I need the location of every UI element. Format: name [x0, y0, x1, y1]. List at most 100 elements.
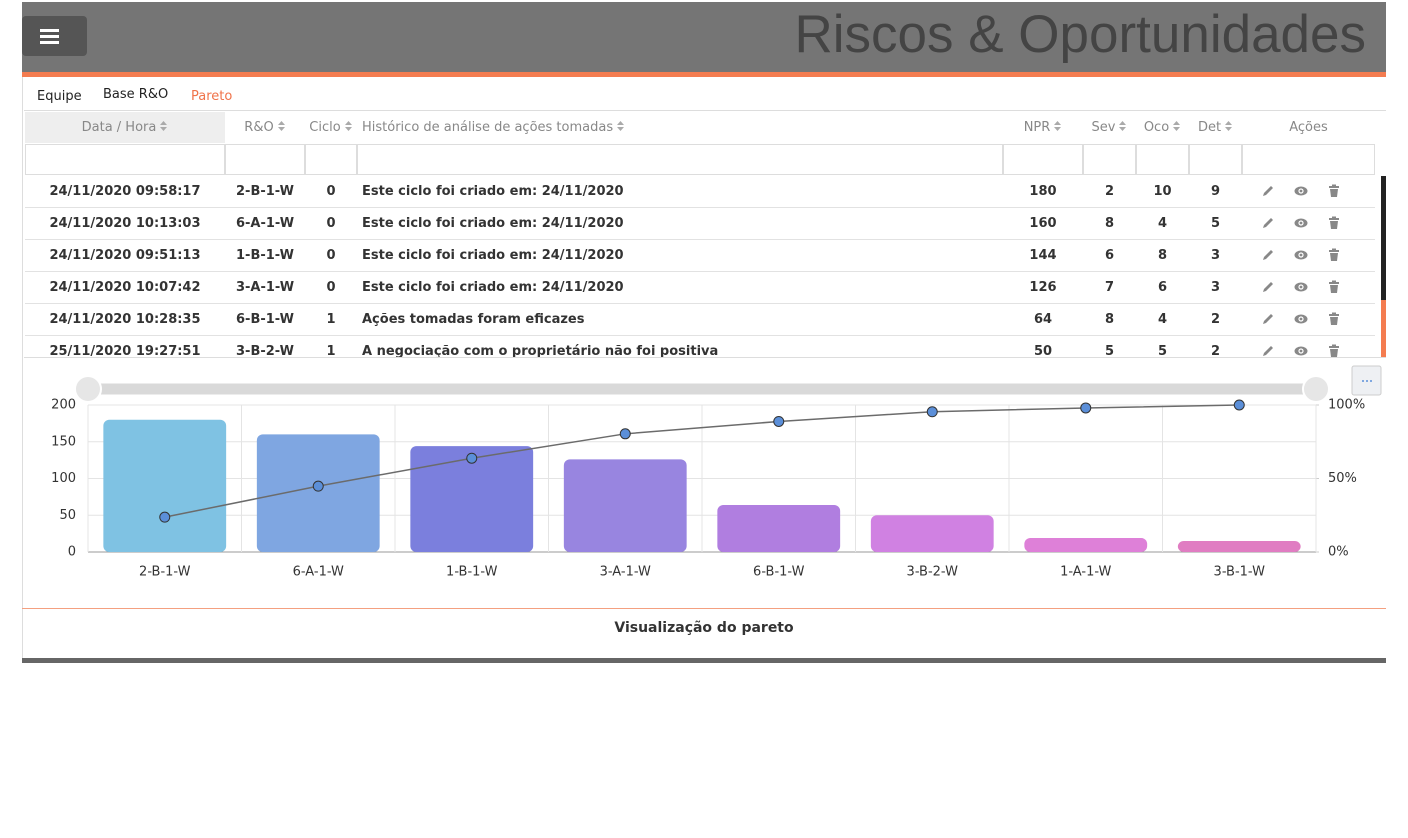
scrollbar-track: [1381, 300, 1386, 357]
table-cell: 4: [1157, 312, 1168, 327]
table-cell: 50: [1033, 344, 1053, 357]
view-button[interactable]: [1294, 216, 1308, 230]
table-cell: 2-B-1-W: [236, 184, 294, 199]
column-header[interactable]: Data / Hora: [25, 112, 225, 143]
table-cell: 180: [1029, 184, 1057, 199]
pareto-chart: 0 50 100 150 200 0% 50% 100% 2-B-1-W 6-A-1-W 1-B-1…: [51, 365, 1382, 580]
sort-icon[interactable]: [159, 120, 168, 132]
delete-button[interactable]: [1327, 248, 1341, 262]
x-tick-label: 3-B-2-W: [907, 565, 959, 580]
filter-input[interactable]: [1242, 144, 1375, 175]
edit-button[interactable]: [1261, 248, 1275, 262]
column-title: Data / Hora: [81, 120, 157, 135]
table-row: 24/11/2020 10:28:35 6-B-1-W 1 Ações tomadas…: [25, 304, 1375, 336]
table-cell: 3: [1210, 280, 1221, 295]
divider: [22, 608, 1386, 609]
sort-icon[interactable]: [1053, 120, 1062, 132]
filter-input[interactable]: [1189, 144, 1242, 175]
x-tick-label: 1-B-1-W: [446, 565, 498, 580]
view-button[interactable]: [1294, 248, 1308, 262]
column-header[interactable]: Sev: [1083, 112, 1136, 143]
menu-icon: [40, 29, 59, 44]
filter-input[interactable]: [25, 144, 225, 175]
delete-button[interactable]: [1327, 216, 1341, 230]
view-button[interactable]: [1294, 184, 1308, 198]
column-header: Ações: [1242, 112, 1375, 143]
table-cell: 0: [326, 216, 336, 231]
sort-icon[interactable]: [344, 120, 353, 132]
filter-input[interactable]: [1136, 144, 1189, 175]
sort-icon[interactable]: [616, 120, 625, 132]
edit-button[interactable]: [1261, 344, 1275, 357]
tab[interactable]: Base R&O: [103, 87, 169, 102]
column-header[interactable]: Det: [1189, 112, 1242, 143]
sort-icon[interactable]: [277, 120, 286, 132]
panel-bottom: [22, 658, 1386, 663]
table-cell: 3: [1210, 248, 1221, 263]
delete-button[interactable]: [1327, 312, 1341, 326]
view-button[interactable]: [1294, 344, 1308, 357]
table-cell: 6: [1104, 248, 1115, 263]
table-cell: 64: [1033, 312, 1053, 327]
edit-button[interactable]: [1261, 312, 1275, 326]
slider-handle: [74, 375, 102, 403]
table-cell: 3-A-1-W: [235, 280, 295, 295]
column-title: R&O: [244, 120, 274, 135]
table-cell: 6: [1157, 280, 1168, 295]
delete-button[interactable]: [1327, 184, 1341, 198]
table-cell: 6-B-1-W: [236, 312, 294, 327]
cumulative-line: [164, 404, 1240, 518]
y-tick-label: 50: [59, 508, 76, 523]
column-title: Ações: [1289, 120, 1328, 135]
column-header[interactable]: R&O: [225, 112, 305, 143]
table-row: 24/11/2020 09:58:17 2-B-1-W 0 Este ciclo fo…: [25, 176, 1375, 208]
header-accent: [22, 72, 1386, 77]
bar: [870, 515, 994, 552]
edit-button[interactable]: [1261, 216, 1275, 230]
table-cell: 24/11/2020 09:51:13: [49, 248, 201, 263]
edit-button[interactable]: [1261, 184, 1275, 198]
column-header[interactable]: Ciclo: [305, 112, 357, 143]
table-cell: 2: [1210, 344, 1221, 357]
header-bar: Riscos & Oportunidades: [22, 2, 1386, 72]
cumulative-point: [926, 406, 938, 418]
table-cell: 24/11/2020 09:58:17: [49, 184, 201, 199]
filter-input[interactable]: [357, 144, 1003, 175]
table-cell: 25/11/2020 19:27:51: [49, 344, 201, 357]
table-row: 25/11/2020 19:27:51 3-B-2-W 1 A negociação …: [25, 336, 1375, 357]
table-row: 24/11/2020 10:13:03 6-A-1-W 0 Este ciclo fo…: [25, 208, 1375, 240]
filter-input[interactable]: [1083, 144, 1136, 175]
bar: [410, 446, 534, 552]
view-button[interactable]: [1294, 312, 1308, 326]
edit-button[interactable]: [1261, 280, 1275, 294]
sort-icon[interactable]: [1224, 120, 1233, 132]
table-cell: 5: [1210, 216, 1221, 231]
delete-button[interactable]: [1327, 280, 1341, 294]
tab[interactable]: Equipe: [37, 89, 82, 104]
column-header[interactable]: Oco: [1136, 112, 1189, 143]
table-cell: 5: [1104, 344, 1115, 357]
filter-input[interactable]: [305, 144, 357, 175]
column-title: Ciclo: [309, 120, 341, 135]
filter-input[interactable]: [225, 144, 305, 175]
y-tick-label: 0: [68, 545, 76, 560]
column-header[interactable]: Histórico de análise de ações tomadas: [357, 112, 1003, 143]
tab-active[interactable]: Pareto: [191, 89, 233, 104]
delete-button[interactable]: [1327, 344, 1341, 357]
table-cell: A negociação com o proprietário não foi …: [362, 344, 719, 357]
filter-input[interactable]: [1003, 144, 1083, 175]
view-button[interactable]: [1294, 280, 1308, 294]
menu-button[interactable]: [22, 16, 87, 56]
scrollbar[interactable]: [1381, 176, 1386, 300]
bar: [256, 434, 380, 552]
table-cell: 1: [326, 344, 336, 357]
cumulative-point: [159, 511, 171, 523]
column-header[interactable]: NPR: [1003, 112, 1083, 143]
cumulative-point: [312, 480, 324, 492]
bar: [563, 459, 687, 552]
table-cell: 2: [1210, 312, 1221, 327]
y2-tick-label: 100%: [1328, 398, 1365, 413]
sort-icon[interactable]: [1118, 120, 1127, 132]
sort-icon[interactable]: [1172, 120, 1181, 132]
table-cell: Ações tomadas foram eficazes: [362, 312, 585, 327]
